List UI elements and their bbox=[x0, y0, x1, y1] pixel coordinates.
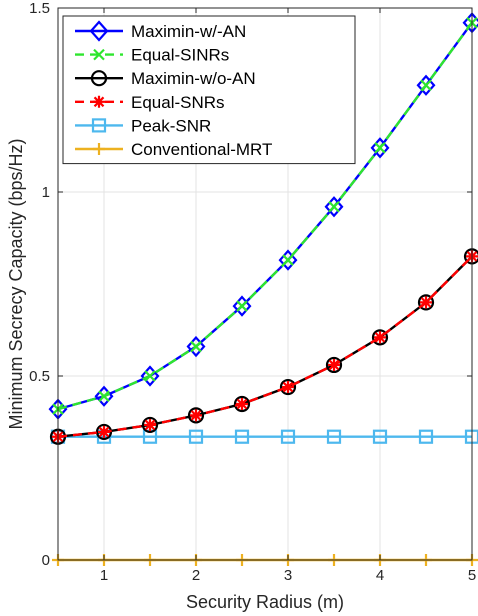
x-axis-label: Security Radius (m) bbox=[186, 592, 344, 612]
data-point bbox=[232, 295, 252, 317]
y-axis-label: Minimum Secrecy Capacity (bps/Hz) bbox=[6, 138, 26, 429]
y-tick-label: 0 bbox=[42, 552, 50, 569]
legend-marker bbox=[93, 143, 105, 155]
data-point bbox=[236, 300, 248, 312]
data-point bbox=[98, 390, 110, 403]
x-tick-label: 4 bbox=[376, 567, 384, 584]
data-point bbox=[420, 79, 432, 92]
data-point bbox=[372, 429, 388, 444]
data-point bbox=[326, 429, 342, 444]
legend-label: Maximin-w/o-AN bbox=[131, 69, 256, 88]
data-point bbox=[279, 378, 297, 396]
x-tick-label: 1 bbox=[100, 567, 108, 584]
data-point bbox=[374, 142, 386, 154]
series-equal-snrs bbox=[52, 250, 478, 443]
data-point bbox=[417, 294, 435, 311]
legend-marker bbox=[89, 20, 109, 42]
data-point bbox=[328, 358, 340, 371]
data-point bbox=[280, 429, 296, 444]
data-point bbox=[144, 370, 156, 382]
legend-label: Equal-SINRs bbox=[131, 46, 229, 65]
data-point bbox=[186, 335, 206, 358]
series-peak-snr bbox=[50, 429, 478, 444]
legend-marker bbox=[90, 70, 108, 87]
legend-entry: Conventional-MRT bbox=[75, 140, 272, 159]
axis-ticks: 1 2 3 4 5 0 0.5 1 1.5 bbox=[29, 0, 476, 584]
y-tick-label: 1 bbox=[42, 184, 50, 201]
legend-marker bbox=[93, 95, 105, 108]
data-point bbox=[420, 296, 432, 309]
legend-entry: Equal-SINRs bbox=[75, 46, 229, 65]
data-point bbox=[416, 74, 436, 96]
legend-entry: Maximin-w/-AN bbox=[75, 20, 246, 42]
legend-entry: Maximin-w/o-AN bbox=[75, 69, 256, 88]
x-tick-label: 2 bbox=[192, 567, 200, 584]
data-point bbox=[324, 196, 344, 218]
data-point bbox=[234, 429, 250, 444]
legend: Maximin-w/-AN Equal-SINRs Maximin-w/o-AN Eq… bbox=[62, 15, 356, 165]
plot-frame bbox=[57, 7, 473, 561]
legend-entry: Peak-SNR bbox=[75, 116, 211, 135]
series-line bbox=[57, 255, 473, 438]
data-point bbox=[371, 329, 389, 346]
data-point bbox=[282, 254, 294, 266]
data-point bbox=[187, 407, 205, 424]
legend-marker bbox=[91, 118, 107, 133]
legend-box bbox=[62, 15, 356, 165]
legend-marker bbox=[93, 48, 105, 61]
y-tick-label: 1.5 bbox=[29, 0, 50, 17]
data-point bbox=[278, 249, 298, 271]
data-point bbox=[282, 381, 294, 394]
data-point bbox=[370, 137, 390, 159]
legend-entry: Equal-SNRs bbox=[75, 93, 225, 112]
legend-label: Conventional-MRT bbox=[131, 140, 272, 159]
data-point bbox=[141, 416, 159, 434]
data-point bbox=[190, 340, 202, 353]
y-tick-label: 0.5 bbox=[29, 368, 50, 385]
data-point bbox=[374, 331, 386, 344]
data-point bbox=[233, 395, 251, 413]
series-maximin-w-o-an bbox=[49, 248, 478, 445]
series-line bbox=[57, 22, 473, 411]
data-point bbox=[328, 200, 340, 213]
data-point bbox=[418, 429, 434, 444]
x-tick-label: 5 bbox=[468, 567, 476, 584]
data-point bbox=[98, 425, 110, 438]
data-point bbox=[140, 365, 160, 387]
legend-label: Equal-SNRs bbox=[131, 93, 225, 112]
legend-label: Peak-SNR bbox=[131, 116, 211, 135]
data-point bbox=[190, 409, 202, 422]
data-point bbox=[144, 418, 156, 431]
series-equal-sinrs bbox=[52, 16, 478, 415]
legend-label: Maximin-w/-AN bbox=[131, 22, 246, 41]
data-point bbox=[325, 356, 343, 374]
data-point bbox=[188, 429, 204, 444]
data-point bbox=[236, 397, 248, 410]
x-tick-label: 3 bbox=[284, 567, 292, 584]
